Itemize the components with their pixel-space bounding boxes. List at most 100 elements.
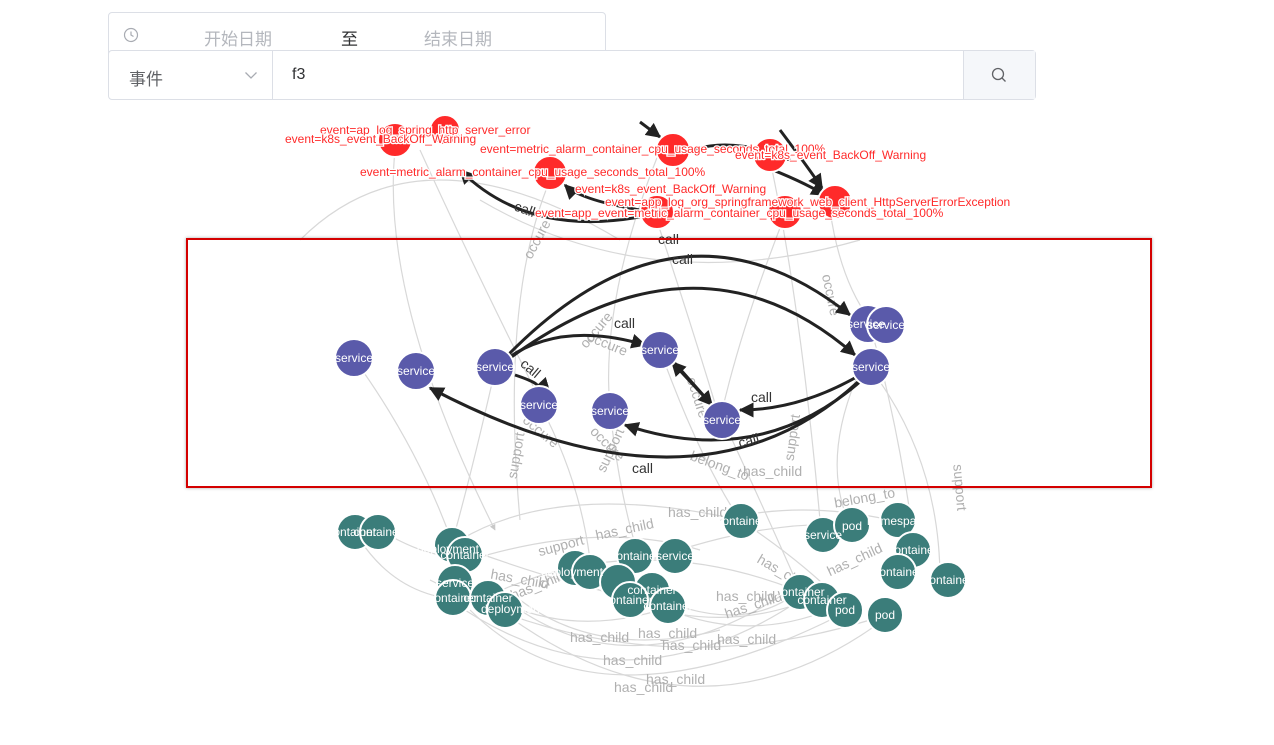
svg-text:deployment: deployment [417, 542, 480, 556]
service-nodes[interactable] [334, 304, 906, 440]
infra-node [879, 501, 917, 539]
svg-text:call: call [672, 251, 693, 267]
event-labels: event=ap_log_spring_http_server_error ev… [284, 122, 1012, 222]
service-node [396, 351, 436, 391]
svg-text:call: call [751, 389, 772, 405]
clock-icon [123, 27, 139, 43]
svg-text:service: service [476, 360, 514, 374]
infra-node [833, 506, 871, 544]
infra-node [611, 581, 649, 619]
service-labels: service service service service service … [335, 317, 905, 427]
infra-node [879, 553, 917, 591]
event-node [752, 137, 788, 173]
svg-text:service: service [847, 317, 885, 331]
start-date-input[interactable]: 开始日期 [204, 30, 272, 49]
svg-text:has_child: has_child [743, 463, 802, 479]
svg-text:has_child: has_child [716, 588, 775, 604]
service-node [866, 305, 906, 345]
svg-text:container: container [797, 593, 846, 607]
svg-text:support: support [504, 431, 528, 480]
type-select-value: 事件 [129, 70, 163, 89]
end-date-input[interactable]: 结束日期 [424, 30, 492, 49]
service-node [851, 347, 891, 387]
service-node [640, 330, 680, 370]
svg-text:service: service [703, 413, 741, 427]
svg-text:deployment: deployment [481, 602, 544, 616]
event-node [655, 132, 691, 168]
svg-text:service: service [641, 343, 679, 357]
svg-text:occure: occure [585, 328, 630, 359]
call-edges [428, 120, 863, 459]
event-node [532, 155, 568, 191]
svg-text:namespace: namespace [867, 514, 929, 528]
infra-nodes[interactable] [336, 501, 967, 634]
svg-text:call: call [658, 231, 679, 247]
service-node [702, 400, 742, 440]
svg-text:pod: pod [842, 519, 862, 533]
svg-text:service: service [852, 360, 890, 374]
svg-text:event=k8s_event_BackOff_Warnin: event=k8s_event_BackOff_Warning [285, 132, 476, 146]
svg-text:service: service [656, 549, 694, 563]
service-node [475, 347, 515, 387]
svg-text:deployment: deployment [541, 565, 604, 579]
svg-text:event=metric_alarm_container_c: event=metric_alarm_container_cpu_usage_s… [480, 142, 826, 156]
svg-text:container: container [327, 525, 376, 539]
svg-text:service: service [591, 404, 629, 418]
svg-text:has_child: has_child [662, 637, 721, 653]
svg-text:container: container [603, 593, 652, 607]
svg-text:container: container [923, 573, 972, 587]
svg-text:service: service [520, 398, 558, 412]
infra-node [649, 587, 687, 625]
svg-text:container: container [353, 525, 402, 539]
service-node [590, 391, 630, 431]
svg-text:container: container [428, 591, 477, 605]
infra-labels: container container deployment container… [327, 514, 972, 622]
svg-text:container: container [463, 591, 512, 605]
search-bar: 事件 [108, 50, 1036, 100]
svg-text:container: container [716, 514, 765, 528]
svg-text:service: service [804, 528, 842, 542]
svg-text:container: container [775, 585, 824, 599]
svg-text:container: container [888, 543, 937, 557]
svg-text:event=ap_log_spring_http_serve: event=ap_log_spring_http_server_error [320, 123, 530, 137]
search-input[interactable] [273, 51, 963, 99]
event-node [377, 122, 413, 158]
chevron-down-icon [245, 72, 257, 79]
infra-node [486, 591, 524, 629]
svg-text:call: call [614, 315, 635, 331]
svg-text:event=k8s_event_BackOff_Warnin: event=k8s_event_BackOff_Warning [575, 182, 766, 196]
svg-text:event=app_event=metric_alarm_c: event=app_event=metric_alarm_container_c… [535, 206, 944, 220]
service-node [334, 338, 374, 378]
svg-text:container: container [873, 565, 922, 579]
infra-node [929, 561, 967, 599]
type-select[interactable]: 事件 [109, 51, 273, 99]
infra-node [826, 591, 864, 629]
svg-text:service: service [335, 351, 373, 365]
svg-text:container: container [627, 583, 676, 597]
svg-text:call: call [736, 430, 760, 451]
event-nodes[interactable] [377, 114, 853, 230]
date-range-separator: 至 [341, 30, 358, 49]
svg-text:event=metric_alarm_container_c: event=metric_alarm_container_cpu_usage_s… [360, 165, 706, 179]
svg-text:has_child: has_child [570, 629, 629, 645]
service-node [519, 385, 559, 425]
infra-node [866, 596, 904, 634]
svg-text:has_child: has_child [614, 679, 673, 695]
svg-text:service: service [397, 364, 435, 378]
svg-text:call: call [512, 198, 537, 220]
search-button[interactable] [963, 51, 1035, 99]
event-node [767, 194, 803, 230]
svg-text:has_child: has_child [717, 631, 776, 647]
svg-text:call: call [632, 460, 653, 476]
svg-text:container: container [643, 599, 692, 613]
svg-text:has_child: has_child [603, 652, 662, 668]
infra-node [722, 502, 760, 540]
event-node [429, 114, 461, 146]
svg-text:service: service [867, 318, 905, 332]
svg-text:service: service [436, 576, 474, 590]
svg-text:event=app_log_org_springframew: event=app_log_org_springframework_web_cl… [605, 195, 1010, 209]
svg-text:has_child: has_child [638, 625, 697, 641]
svg-text:container: container [440, 548, 489, 562]
svg-text:container: container [610, 549, 659, 563]
